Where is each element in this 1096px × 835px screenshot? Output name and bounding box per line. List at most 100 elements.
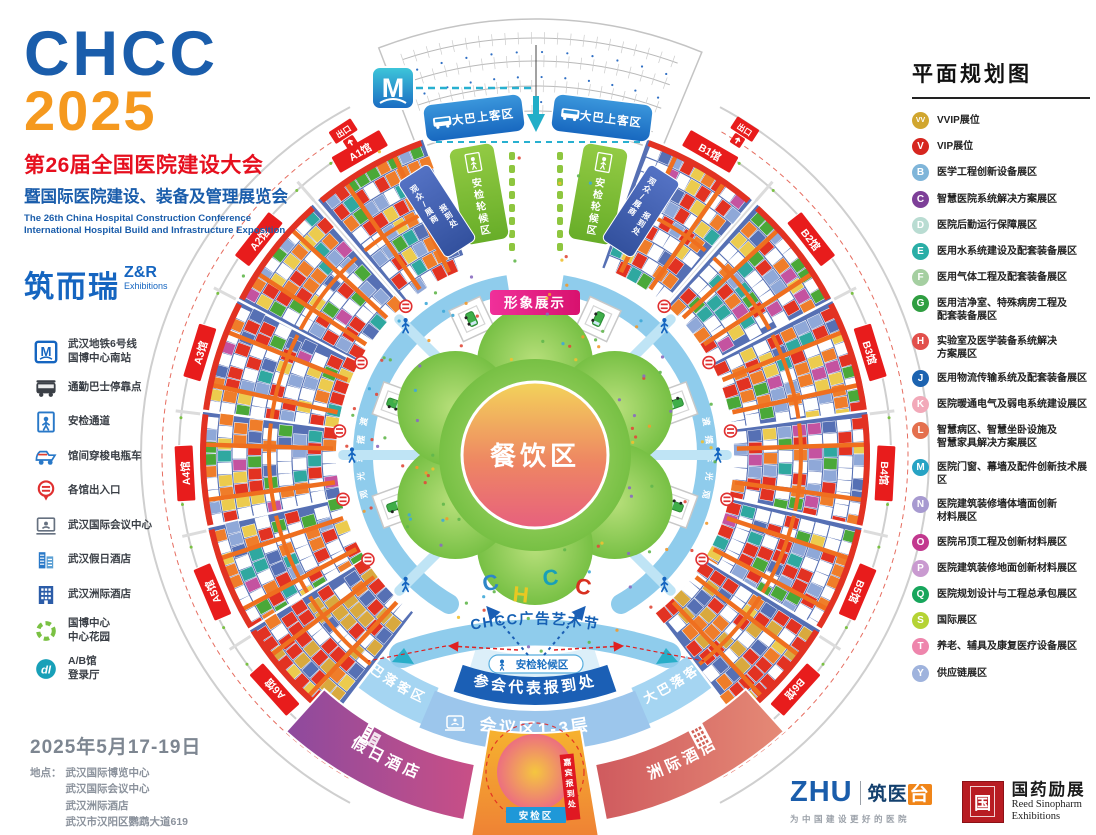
exit-sign: 出口 — [730, 116, 759, 148]
zone-code-badge: S — [912, 612, 929, 630]
hall-entrance-icon — [398, 299, 413, 314]
hall-A3[interactable]: A3馆 — [182, 297, 362, 435]
holiday-inn-icon — [34, 548, 58, 572]
zone-label: 医院吊顶工程及创新材料展区 — [937, 536, 1067, 548]
holiday-inn-icon — [359, 722, 382, 749]
metro-station-badge[interactable]: M — [371, 66, 415, 110]
svg-text:摆: 摆 — [704, 435, 715, 445]
reed-text: 国药励展 Reed Sinopharm Exhibitions — [1012, 781, 1086, 823]
svg-text:处: 处 — [566, 798, 577, 809]
svg-text:展: 展 — [423, 206, 435, 218]
reed-name-en2: Exhibitions — [1011, 810, 1061, 822]
reed-name-cn: 国药励展 — [1011, 780, 1086, 799]
svg-text:渡: 渡 — [700, 416, 712, 427]
pedestrian-icon — [660, 576, 669, 593]
zone-code-badge: K — [912, 395, 929, 413]
hall-B3[interactable]: B3馆 — [708, 297, 888, 435]
hall-B4[interactable]: B4馆 — [725, 409, 897, 536]
zhu-slogan: 为中国建设更好的医院 — [790, 814, 911, 824]
plan-legend-item-D: D 医院后勤运行保障展区 — [912, 216, 1090, 234]
zone-label: 医用气体工程及配套装备展区 — [937, 272, 1067, 284]
facility-legend-item-garden: 国博中心 中心花园 — [34, 617, 204, 644]
svg-text:轮: 轮 — [475, 199, 487, 214]
plan-legend: 平面规划图 VV VVIP展位 V VIP展位 B 医学工程创新设备展区 C 智慧医院系统解决… — [912, 58, 1090, 682]
zone-label: VVIP展位 — [937, 115, 980, 126]
event-subtitle-cn: 暨国际医院建设、装备及管理展览会 — [24, 187, 288, 206]
zone-label: 智慧医院系统解决方案展区 — [937, 193, 1057, 205]
facility-legend-label: 安检通道 — [68, 415, 110, 428]
hall-label-B3: B3馆 — [852, 322, 888, 383]
security-area-label: 安检区 — [506, 807, 566, 823]
partner-logos: ZHU 筑医台 为中国建设更好的医院 国 国药励展 Reed Sinopharm… — [790, 778, 1086, 825]
security-wait-band[interactable]: 安检轮候区 — [567, 142, 629, 246]
svg-text:渡: 渡 — [358, 416, 370, 427]
hall-B6[interactable]: B6馆 — [653, 556, 824, 724]
zone-label: 医院建筑装修地面创新材料展区 — [937, 562, 1077, 574]
bus-boarding-band[interactable]: 大巴上客区 — [422, 93, 526, 143]
plan-legend-item-F: F 医用气体工程及配套装备展区 — [912, 269, 1090, 287]
zone-code-badge: P — [912, 559, 929, 577]
hall-label-A3: A3馆 — [182, 322, 218, 383]
zone-code-badge: M — [912, 459, 929, 477]
reed-seal: 国 — [961, 780, 1004, 823]
svg-text:A4馆: A4馆 — [179, 461, 193, 486]
visitor-checkin-band[interactable]: 观众/展商报到处 — [601, 163, 680, 258]
facility-legend-item-conference-center: 武汉国际会议中心 — [34, 514, 204, 538]
plan-legend-item-M: M 医院门窗、幕墙及配件创新技术展区 — [912, 459, 1090, 487]
zone-code-badge: D — [912, 216, 929, 234]
pedestrian-icon — [714, 447, 722, 463]
facility-legend-label: 馆间穿梭电瓶车 — [68, 449, 142, 462]
bus-icon — [561, 108, 580, 122]
svg-text:候: 候 — [477, 211, 490, 226]
hotel-bands: 假日酒店 洲际酒店 — [284, 687, 786, 822]
organizer-ex: Exhibitions — [124, 280, 168, 291]
zhu-wordmark: ZHU — [790, 776, 853, 808]
hall-B1[interactable]: B1馆 — [599, 129, 756, 307]
zone-code-badge: O — [912, 533, 929, 551]
zone-code-badge: H — [912, 332, 929, 350]
chcc-art-letter: C — [573, 573, 593, 600]
facility-legend-item-holiday-inn: 武汉假日酒店 — [34, 548, 204, 572]
chcc-art-letter: C — [542, 564, 560, 590]
plan-legend-item-O: O 医院吊顶工程及创新材料展区 — [912, 533, 1090, 551]
facility-legend-label: 武汉假日酒店 — [68, 553, 131, 566]
garden-icon — [34, 619, 58, 643]
hall-A5[interactable]: A5馆 — [192, 496, 372, 643]
hall-B2[interactable]: B2馆 — [664, 201, 836, 366]
hall-entrance-icon — [336, 492, 350, 507]
zone-code-badge: V — [912, 138, 929, 156]
svg-text:形象展示: 形象展示 — [504, 295, 566, 311]
plan-legend-item-C: C 智慧医院系统解决方案展区 — [912, 190, 1090, 208]
svg-text:安: 安 — [471, 175, 483, 190]
bus-boarding-band[interactable]: 大巴上客区 — [550, 93, 654, 143]
svg-text:摆: 摆 — [356, 434, 367, 444]
hall-entrance-icon — [723, 424, 738, 438]
svg-text:dl: dl — [41, 664, 52, 676]
zone-code-badge: J — [912, 369, 929, 387]
hall-label-B4: B4馆 — [873, 444, 897, 503]
security-gate-icon — [34, 410, 58, 434]
organizer-name-en: Z&R Exhibitions — [124, 264, 168, 292]
zone-label: VIP展位 — [937, 141, 974, 153]
zone-code-badge: L — [912, 422, 929, 440]
image-display-banner: 形象展示 — [490, 290, 580, 315]
facility-legend-list: M 武汉地铁6号线 国博中心南站 通勤巴士停靠点 安检通道 馆间穿梭电瓶车 各馆出入口 武汉… — [34, 338, 204, 682]
svg-text:区: 区 — [586, 224, 598, 238]
svg-text:光: 光 — [704, 471, 715, 482]
plan-legend-item-V: V VIP展位 — [912, 138, 1090, 156]
svg-text:/: / — [639, 192, 646, 201]
hall-label-B1: B1馆 — [681, 129, 740, 174]
intercontinental-icon — [687, 722, 713, 750]
plan-legend-item-E: E 医用水系统建设及配套装备展区 — [912, 242, 1090, 260]
plan-legend-item-L: L 智慧病区、智慧坐卧设施及 智慧家具解决方案展区 — [912, 422, 1090, 450]
pedestrian-icon — [401, 317, 410, 334]
hall-A2[interactable]: A2馆 — [234, 201, 406, 366]
hall-A6[interactable]: A6馆 — [246, 556, 417, 724]
plan-legend-list: VV VVIP展位 V VIP展位 B 医学工程创新设备展区 C 智慧医院系统解决方案展区 D 医… — [912, 112, 1090, 682]
svg-text:M: M — [382, 73, 405, 103]
bus-icon — [432, 116, 452, 129]
zone-code-badge: B — [912, 164, 929, 182]
zone-code-badge: E — [912, 242, 929, 260]
